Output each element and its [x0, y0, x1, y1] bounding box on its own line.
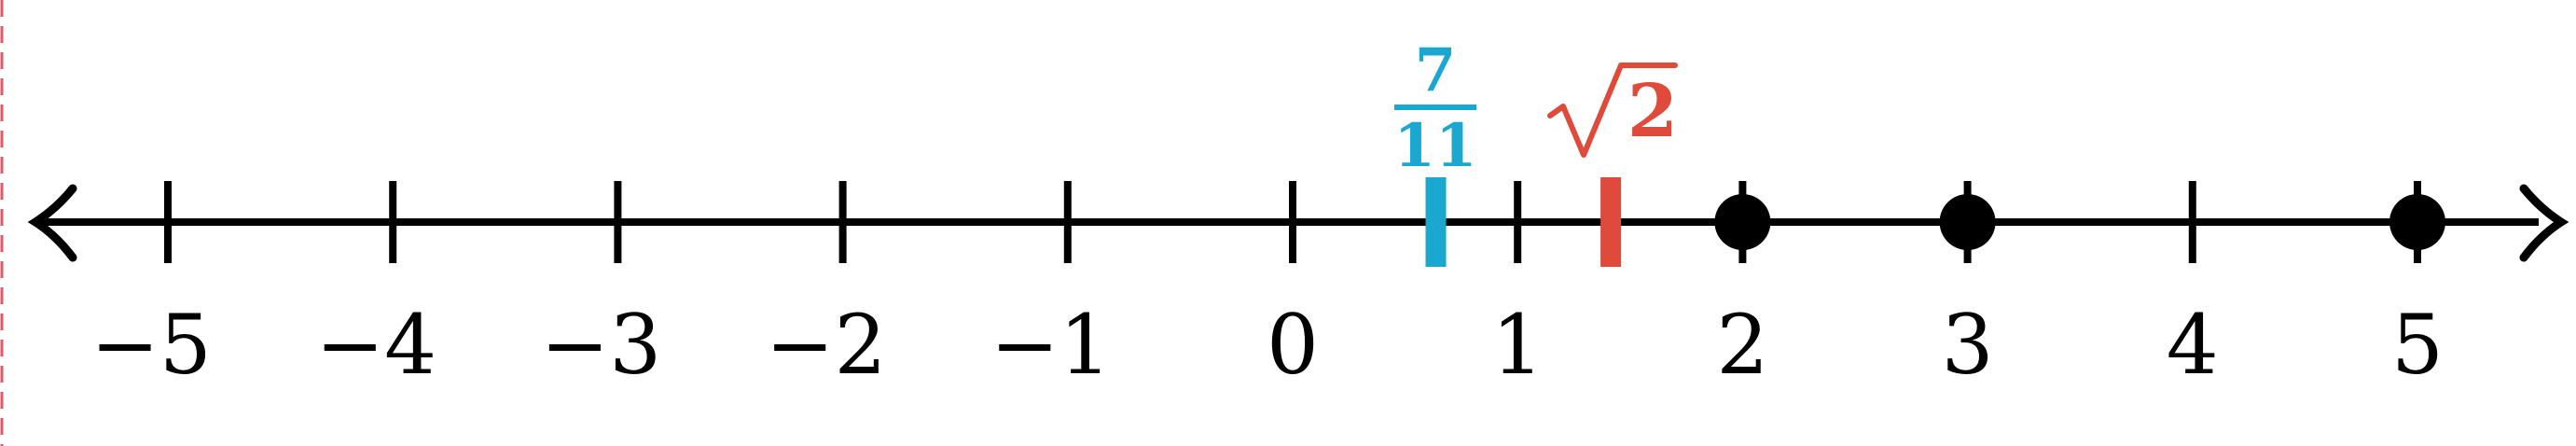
- tick-label: 1: [1491, 297, 1544, 393]
- tick-label: 2: [1716, 297, 1768, 393]
- tick-label: −1: [990, 297, 1112, 393]
- dot-marker: [1939, 194, 1996, 250]
- sqrt-radicand: 2: [1627, 69, 1678, 154]
- tick-label: 3: [1942, 297, 1994, 393]
- right-arrow-icon: [2519, 184, 2569, 262]
- fraction-denominator: 11: [1393, 111, 1476, 181]
- tick-label: −3: [541, 297, 662, 393]
- tick-label: 0: [1267, 297, 1319, 393]
- tick-label: 5: [2391, 297, 2444, 393]
- radical-sign-icon: [1547, 63, 1678, 158]
- dot-marker: [2389, 194, 2445, 250]
- fraction-marker-bar: [1425, 177, 1447, 267]
- dots-group: [1714, 194, 2445, 250]
- sqrt-marker-bar: [1600, 177, 1622, 267]
- fraction-bar-line: [1394, 105, 1476, 110]
- fraction-marker: 7 11: [1393, 35, 1477, 267]
- fraction-numerator: 7: [1415, 35, 1457, 105]
- tick-label: 4: [2167, 297, 2219, 393]
- tick-label: −4: [315, 297, 436, 393]
- tick-label: −2: [766, 297, 887, 393]
- dot-marker: [1714, 194, 1771, 250]
- left-arrow-icon: [27, 184, 77, 262]
- tick-labels-group: −5 −4 −3 −2 −1 0 1 2 3 4 5: [90, 297, 2444, 393]
- tick-label: −5: [90, 297, 212, 393]
- sqrt-marker: 2: [1547, 63, 1678, 267]
